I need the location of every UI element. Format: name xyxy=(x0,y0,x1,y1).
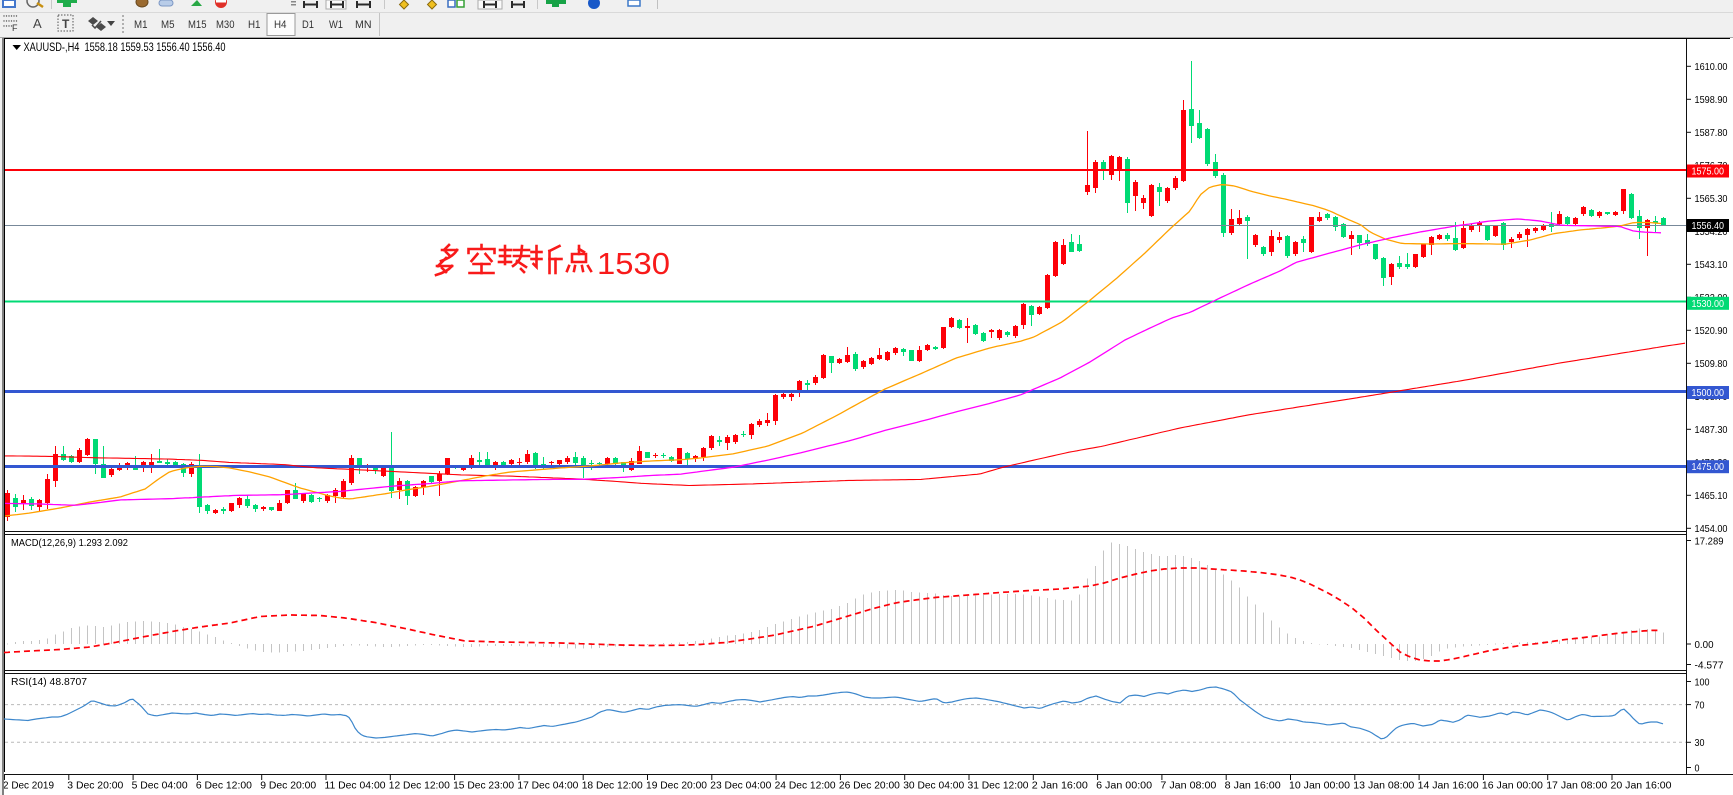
svg-text:1556.40: 1556.40 xyxy=(1692,220,1725,232)
svg-text:1520.90: 1520.90 xyxy=(1695,325,1728,337)
svg-text:30 Dec 04:00: 30 Dec 04:00 xyxy=(903,780,964,792)
svg-text:A: A xyxy=(33,16,42,31)
svg-text:70: 70 xyxy=(1695,699,1705,711)
svg-text:H1: H1 xyxy=(248,19,261,31)
svg-text:M1: M1 xyxy=(134,19,148,31)
svg-text:15 Dec 23:00: 15 Dec 23:00 xyxy=(453,780,514,792)
svg-text:H4: H4 xyxy=(274,19,287,31)
svg-text:0.00: 0.00 xyxy=(1695,639,1714,651)
svg-text:1465.10: 1465.10 xyxy=(1695,490,1728,502)
svg-text:XAUUSD-,H4 1558.18 1559.53 15: XAUUSD-,H4 1558.18 1559.53 1556.40 1556.… xyxy=(24,42,226,54)
svg-text:W1: W1 xyxy=(329,19,343,31)
svg-text:1500.00: 1500.00 xyxy=(1692,387,1725,399)
svg-text:1587.80: 1587.80 xyxy=(1695,127,1728,139)
svg-text:-4.577: -4.577 xyxy=(1695,659,1724,671)
svg-text:11 Dec 04:00: 11 Dec 04:00 xyxy=(325,780,386,792)
svg-text:1598.90: 1598.90 xyxy=(1695,94,1728,106)
svg-text:M15: M15 xyxy=(188,19,207,31)
svg-text:1509.80: 1509.80 xyxy=(1695,358,1728,370)
svg-text:RSI(14) 48.8707: RSI(14) 48.8707 xyxy=(11,677,87,688)
svg-text:1565.30: 1565.30 xyxy=(1695,193,1728,205)
svg-text:23 Dec 04:00: 23 Dec 04:00 xyxy=(710,780,771,792)
svg-text:24 Dec 12:00: 24 Dec 12:00 xyxy=(775,780,836,792)
svg-text:1487.30: 1487.30 xyxy=(1695,424,1728,436)
svg-text:17 Jan 08:00: 17 Jan 08:00 xyxy=(1546,780,1607,792)
svg-text:0: 0 xyxy=(1695,762,1700,774)
svg-text:MACD(12,26,9) 1.293 2.092: MACD(12,26,9) 1.293 2.092 xyxy=(11,538,128,549)
svg-text:6 Dec 12:00: 6 Dec 12:00 xyxy=(196,780,252,792)
svg-text:9 Dec 20:00: 9 Dec 20:00 xyxy=(260,780,316,792)
svg-text:17.289: 17.289 xyxy=(1695,535,1724,547)
svg-text:T: T xyxy=(62,17,70,31)
svg-text:12 Dec 12:00: 12 Dec 12:00 xyxy=(389,780,450,792)
svg-text:D1: D1 xyxy=(302,19,314,31)
svg-text:1530: 1530 xyxy=(597,246,670,281)
svg-text:14 Jan 16:00: 14 Jan 16:00 xyxy=(1418,780,1479,792)
svg-text:1575.00: 1575.00 xyxy=(1692,166,1725,178)
svg-text:8 Jan 16:00: 8 Jan 16:00 xyxy=(1225,780,1281,792)
svg-text:16 Jan 00:00: 16 Jan 00:00 xyxy=(1482,780,1543,792)
svg-text:2 Jan 16:00: 2 Jan 16:00 xyxy=(1032,780,1088,792)
svg-text:3 Dec 20:00: 3 Dec 20:00 xyxy=(67,780,123,792)
svg-text:M30: M30 xyxy=(216,19,235,31)
svg-text:17 Dec 04:00: 17 Dec 04:00 xyxy=(517,780,578,792)
svg-text:M5: M5 xyxy=(161,19,175,31)
svg-text:2 Dec 2019: 2 Dec 2019 xyxy=(4,780,54,792)
svg-text:1475.00: 1475.00 xyxy=(1692,461,1725,473)
svg-text:MN: MN xyxy=(355,19,372,31)
svg-text:1610.00: 1610.00 xyxy=(1695,61,1728,73)
svg-text:30: 30 xyxy=(1695,737,1705,749)
svg-text:10 Jan 00:00: 10 Jan 00:00 xyxy=(1289,780,1350,792)
svg-text:6 Jan 00:00: 6 Jan 00:00 xyxy=(1096,780,1152,792)
svg-text:100: 100 xyxy=(1695,676,1710,688)
svg-text:19 Dec 20:00: 19 Dec 20:00 xyxy=(646,780,707,792)
svg-text:20 Jan 16:00: 20 Jan 16:00 xyxy=(1611,780,1672,792)
svg-text:26 Dec 20:00: 26 Dec 20:00 xyxy=(839,780,900,792)
svg-text:F: F xyxy=(12,23,18,33)
svg-text:1543.10: 1543.10 xyxy=(1695,259,1728,271)
svg-text:13 Jan 08:00: 13 Jan 08:00 xyxy=(1353,780,1414,792)
svg-text:31 Dec 12:00: 31 Dec 12:00 xyxy=(968,780,1029,792)
svg-text:5 Dec 04:00: 5 Dec 04:00 xyxy=(132,780,188,792)
svg-text:7 Jan 08:00: 7 Jan 08:00 xyxy=(1160,780,1216,792)
svg-text:18 Dec 12:00: 18 Dec 12:00 xyxy=(582,780,643,792)
svg-text:1530.00: 1530.00 xyxy=(1692,298,1725,310)
svg-text:1454.00: 1454.00 xyxy=(1695,523,1728,535)
